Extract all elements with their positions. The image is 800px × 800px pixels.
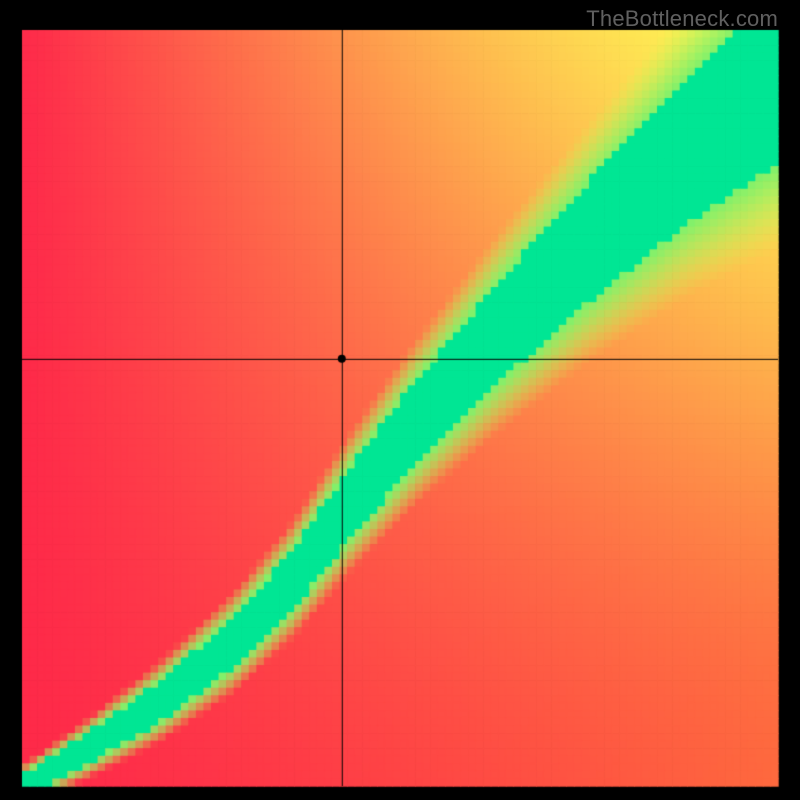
bottleneck-heatmap-canvas — [0, 0, 800, 800]
chart-container: TheBottleneck.com — [0, 0, 800, 800]
watermark-label: TheBottleneck.com — [586, 6, 778, 32]
